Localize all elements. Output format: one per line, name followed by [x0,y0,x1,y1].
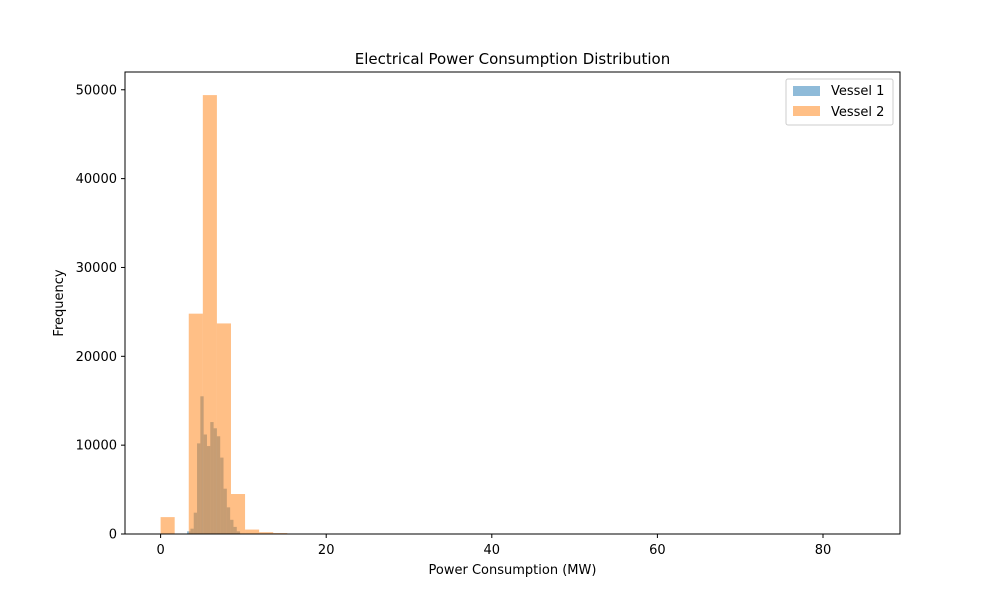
legend-swatch-vessel-1 [793,86,820,96]
y-tick-label: 10000 [76,439,117,454]
bars-layer [160,95,344,534]
bar-series-2-bin-5 [230,494,246,534]
bar-series-2-bin-4 [216,323,231,534]
legend: Vessel 1 Vessel 2 [785,78,894,126]
x-tick-label: 40 [484,543,501,558]
x-axis-ticks: 0 20 40 60 80 [156,534,831,558]
legend-swatch-vessel-2 [793,106,820,116]
y-tick-label: 20000 [76,350,117,365]
y-tick-label: 0 [109,528,117,543]
bar-series-2-bin-1 [160,517,175,534]
x-tick-label: 60 [649,543,666,558]
plot-frame [124,71,901,535]
y-axis-label: Frequency [52,269,67,336]
y-axis-ticks: 0 10000 20000 30000 40000 50000 [76,83,125,543]
x-axis-label: Power Consumption (MW) [429,563,597,578]
x-tick-label: 80 [815,543,832,558]
x-tick-label: 20 [318,543,335,558]
chart-title: Electrical Power Consumption Distributio… [355,50,670,68]
y-tick-label: 50000 [76,83,117,98]
legend-label-vessel-1: Vessel 1 [831,84,884,99]
y-tick-label: 30000 [76,261,117,276]
bar-series-2-bin-7 [259,532,274,534]
bar-series-2-bin-3 [202,95,217,534]
y-tick-label: 40000 [76,172,117,187]
bar-series-2-bin-2 [188,313,203,534]
legend-label-vessel-2: Vessel 2 [831,105,884,120]
bar-series-2-bin-6 [245,529,260,534]
x-tick-label: 0 [156,543,164,558]
